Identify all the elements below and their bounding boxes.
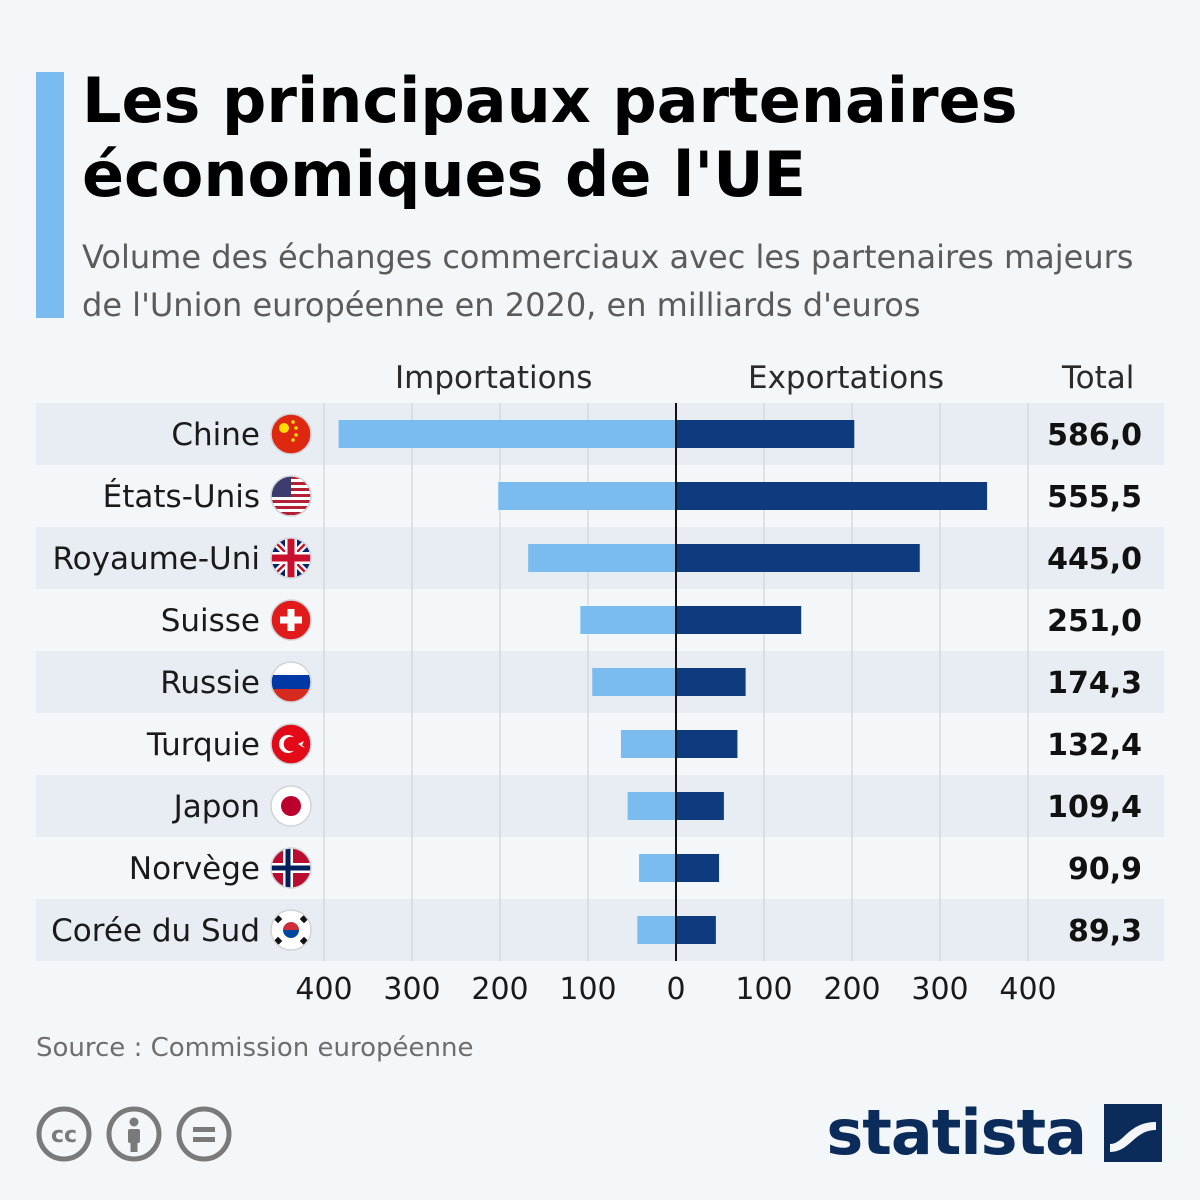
statista-mark-icon [1104,1103,1162,1162]
flag-norway-icon [270,847,312,889]
row-band [36,775,1164,837]
export-bar [676,792,724,820]
x-tick-label: 100 [559,972,616,1007]
x-tick-label: 0 [666,972,685,1007]
export-bar [676,854,720,882]
exports-header: Exportations [748,360,945,396]
x-tick-label: 200 [471,972,528,1007]
x-tick-label: 400 [999,972,1056,1007]
total-value: 174,3 [1047,666,1142,701]
total-value: 555,5 [1047,480,1142,515]
total-value: 445,0 [1047,542,1142,577]
brand-name: statista [826,1096,1087,1169]
import-bar [620,730,676,758]
diverging-bar-chart: Chine 586,0 États-Unis 555,5 Royaume-Uni 445,… [36,403,1164,1007]
x-tick-label: 100 [735,972,792,1007]
export-bar [676,606,802,634]
export-bar [676,482,988,510]
flag-turkey-icon [270,723,312,765]
export-bar [676,544,920,572]
export-bar [676,916,716,944]
chart-title: Les principaux partenaires économiques d… [82,64,1018,211]
export-bar [676,420,855,448]
total-value: 109,4 [1047,790,1142,825]
flag-switzerland-icon [270,599,312,641]
category-label: Japon [172,789,260,825]
import-bar [338,420,676,448]
import-bar [592,668,676,696]
license-icons: cc [36,1106,232,1162]
category-label: Russie [160,665,260,701]
category-label: Turquie [146,727,260,763]
import-bar [627,792,676,820]
category-label: Chine [171,417,260,453]
chart-subtitle: Volume des échanges commerciaux avec les… [82,238,1134,324]
category-label: Norvège [129,851,260,887]
total-value: 89,3 [1068,914,1142,949]
import-bar [498,482,676,510]
total-value: 251,0 [1047,604,1142,639]
total-value: 90,9 [1068,852,1142,887]
flag-south-korea-icon [270,909,312,951]
flag-usa-icon [270,475,312,517]
flag-china-icon [270,413,312,455]
flag-russia-icon [270,661,312,703]
flag-uk-icon [270,537,312,579]
no-derivatives-icon[interactable] [176,1106,232,1162]
x-tick-label: 300 [383,972,440,1007]
statista-logo[interactable]: statista [826,1096,1162,1169]
import-bar [637,916,676,944]
total-header: Total [1062,360,1135,396]
row-band [36,899,1164,961]
total-value: 132,4 [1047,728,1142,763]
export-bar [676,730,738,758]
x-tick-label: 400 [295,972,352,1007]
x-tick-label: 300 [911,972,968,1007]
cc-icon[interactable]: cc [36,1106,92,1162]
imports-header: Importations [395,360,593,396]
attribution-icon[interactable] [106,1106,162,1162]
export-bar [676,668,746,696]
category-label: États-Unis [103,479,260,515]
import-bar [580,606,676,634]
import-bar [639,854,676,882]
import-bar [528,544,676,572]
flag-japan-icon [270,785,312,827]
svg-text:cc: cc [51,1123,77,1148]
total-value: 586,0 [1047,418,1142,453]
x-tick-label: 200 [823,972,880,1007]
source-note: Source : Commission européenne [36,1033,474,1063]
category-label: Corée du Sud [51,913,260,949]
category-label: Royaume-Uni [52,541,260,577]
accent-bar [36,72,64,318]
category-label: Suisse [161,603,260,639]
